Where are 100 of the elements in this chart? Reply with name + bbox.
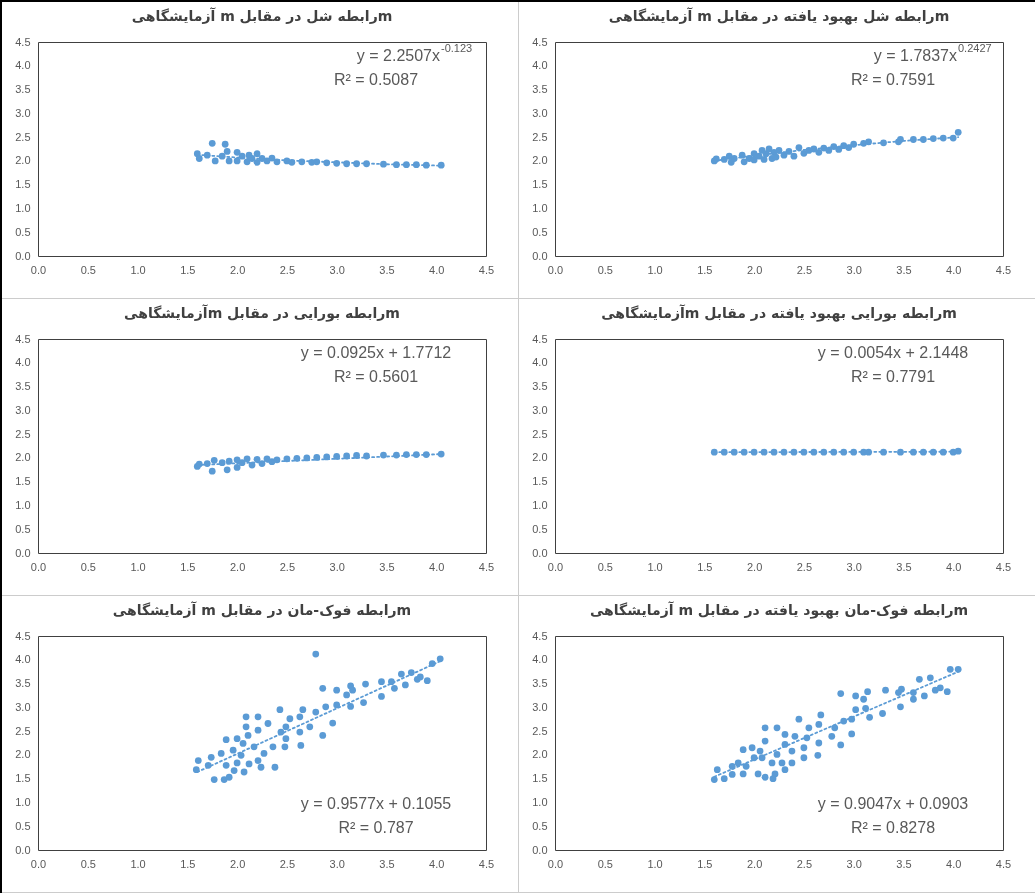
y-tick-label: 4.5 [15,35,31,48]
y-tick-label: 4.0 [15,356,31,369]
y-tick-label: 2.5 [15,724,31,737]
annotation: y = 0.0054x + 2.1448 [817,344,969,361]
y-tick-label: 3.0 [15,403,31,416]
y-tick-label: 1.5 [15,178,31,191]
annotation: R² = 0.7591 [850,71,936,88]
y-tick-label: 0.0 [15,546,31,559]
y-tick-label: 2.0 [532,748,548,761]
x-tick-label: 3.0 [846,560,862,573]
x-tick-label: 1.0 [130,857,146,870]
x-tick-label: 2.5 [279,857,296,870]
chart-title: mرابطه فوک-مان بهبود یافته در مقابل m آزمایشگاهی [589,601,969,619]
x-tick-label: 1.0 [130,263,146,276]
y-tick-label: 4.0 [532,356,548,369]
y-tick-label: 4.5 [532,629,548,642]
chart-title: mرابطه بورایی بهبود یافته در مقابل mآزمایشگاهی [601,304,957,322]
x-tick-label: 4.5 [478,857,495,870]
x-tick-label: 1.5 [697,857,713,870]
y-tick-label: 2.0 [532,154,548,167]
y-tick-label: 1.0 [15,201,31,214]
x-tick-label: 3.0 [329,857,345,870]
y-tick-label: 1.0 [15,795,31,808]
y-tick-label: 0.0 [15,249,31,262]
x-tick-label: 3.0 [846,263,862,276]
x-tick-label: 0.5 [80,560,96,573]
x-tick-label: 3.5 [379,560,395,573]
x-tick-label: 0.5 [597,263,613,276]
y-tick-label: 2.5 [532,427,548,440]
y-tick-label: 3.0 [532,106,548,119]
x-tick-label: 3.0 [329,263,345,276]
y-tick-label: 3.5 [532,83,548,96]
x-tick-label: 1.5 [180,560,196,573]
y-tick-label: 3.5 [532,677,548,690]
y-tick-label: 4.0 [15,59,31,72]
annotation: R² = 0.5087 [333,71,419,88]
y-tick-label: 4.0 [532,653,548,666]
y-tick-label: 3.0 [532,403,548,416]
y-tick-label: 0.0 [15,843,31,856]
y-tick-label: 1.0 [532,201,548,214]
x-tick-label: 4.0 [429,263,445,276]
y-tick-label: 1.5 [15,475,31,488]
x-tick-label: 1.5 [180,857,196,870]
x-tick-label: 1.0 [647,560,663,573]
chart-title: mرابطه شل بهبود یافته در مقابل m آزمایشگاهی [608,7,950,25]
x-tick-label: 2.0 [229,560,246,573]
x-tick-label: 1.5 [180,263,196,276]
x-tick-label: 3.5 [379,263,395,276]
x-tick-label: 4.5 [478,560,495,573]
x-tick-label: 0.0 [30,857,47,870]
x-tick-label: 4.0 [946,857,962,870]
y-tick-label: 1.0 [532,498,548,511]
y-tick-label: 3.5 [15,83,31,96]
x-tick-label: 0.5 [80,263,96,276]
y-tick-label: 1.5 [532,475,548,488]
y-tick-label: 2.0 [15,748,31,761]
x-tick-label: 0.5 [597,857,613,870]
x-tick-label: 2.5 [796,560,813,573]
y-tick-label: 3.5 [532,380,548,393]
y-tick-label: 4.5 [532,332,548,345]
x-tick-label: 1.0 [647,857,663,870]
x-tick-label: 4.0 [429,857,445,870]
y-tick-label: 0.5 [15,225,31,238]
x-tick-label: 1.5 [697,560,713,573]
y-tick-label: 2.0 [532,451,548,464]
y-tick-label: 2.5 [532,724,548,737]
x-tick-label: 0.0 [547,263,564,276]
y-tick-label: 4.5 [15,629,31,642]
chart-title: mرابطه بورایی در مقابل mآزمایشگاهی [124,304,400,322]
x-tick-label: 2.5 [279,263,296,276]
annotation: y = 0.9577x + 0.1055 [300,795,452,812]
x-tick-label: 2.5 [279,560,296,573]
x-tick-label: 3.5 [896,857,912,870]
x-tick-label: 2.0 [746,560,763,573]
x-tick-label: 4.0 [429,560,445,573]
y-tick-label: 2.5 [15,130,31,143]
x-tick-label: 0.5 [597,560,613,573]
x-tick-label: 2.0 [746,857,763,870]
x-tick-label: 4.5 [995,560,1012,573]
x-tick-label: 1.0 [647,263,663,276]
y-tick-label: 2.5 [532,130,548,143]
y-tick-label: 1.0 [15,498,31,511]
x-tick-label: 4.5 [995,857,1012,870]
y-tick-label: 4.0 [532,59,548,72]
x-tick-label: 3.5 [896,560,912,573]
x-tick-label: 0.0 [30,560,47,573]
x-tick-label: 2.0 [746,263,763,276]
y-tick-label: 3.0 [532,700,548,713]
x-tick-label: 2.5 [796,857,813,870]
x-tick-label: 4.0 [946,263,962,276]
annotation: y = 0.9047x + 0.0903 [817,795,969,812]
x-tick-label: 0.0 [547,560,564,573]
y-tick-label: 2.0 [15,451,31,464]
x-tick-label: 3.5 [896,263,912,276]
chart-title: mرابطه شل در مقابل m آزمایشگاهی [131,7,393,24]
y-tick-label: 2.0 [15,154,31,167]
y-tick-label: 3.5 [15,380,31,393]
y-tick-label: 4.0 [15,653,31,666]
y-tick-label: 0.0 [532,249,548,262]
annotation: R² = 0.7791 [850,368,936,385]
